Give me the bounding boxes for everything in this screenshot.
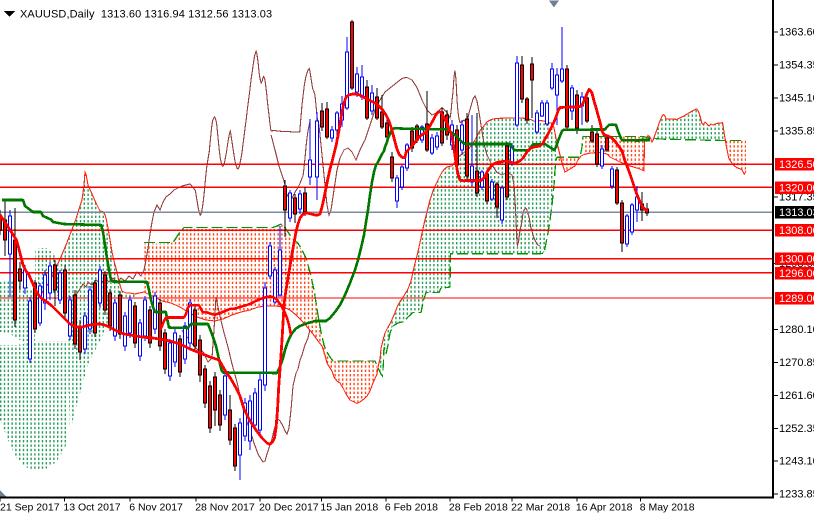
svg-text:28 Feb 2018: 28 Feb 2018 <box>449 502 508 514</box>
svg-text:1300.00: 1300.00 <box>779 254 814 266</box>
svg-text:1320.00: 1320.00 <box>779 182 814 194</box>
svg-text:6 Feb 2018: 6 Feb 2018 <box>385 502 438 514</box>
svg-text:21 Sep 2017: 21 Sep 2017 <box>0 502 60 514</box>
svg-text:1280.10: 1280.10 <box>779 324 814 336</box>
svg-text:13 Oct 2017: 13 Oct 2017 <box>63 502 120 514</box>
svg-text:XAUUSD,Daily 1313.60 1316.94: XAUUSD,Daily 1313.60 1316.94 1312.56 131… <box>20 9 272 21</box>
svg-text:20 Dec 2017: 20 Dec 2017 <box>259 502 319 514</box>
svg-text:8 May 2018: 8 May 2018 <box>640 502 695 514</box>
svg-text:1354.35: 1354.35 <box>779 60 814 72</box>
svg-text:1289.00: 1289.00 <box>779 293 814 305</box>
svg-text:1261.60: 1261.60 <box>779 390 814 402</box>
svg-text:6 Nov 2017: 6 Nov 2017 <box>129 502 183 514</box>
svg-text:1363.60: 1363.60 <box>779 27 814 39</box>
svg-text:1270.85: 1270.85 <box>779 357 814 369</box>
svg-text:1252.35: 1252.35 <box>779 423 814 435</box>
svg-text:1296.00: 1296.00 <box>779 268 814 280</box>
svg-text:15 Jan 2018: 15 Jan 2018 <box>320 502 378 514</box>
svg-text:1345.10: 1345.10 <box>779 93 814 105</box>
svg-text:1317.35: 1317.35 <box>779 191 814 203</box>
svg-text:16 Apr 2018: 16 Apr 2018 <box>576 502 633 514</box>
svg-text:1243.10: 1243.10 <box>779 456 814 468</box>
svg-text:1335.85: 1335.85 <box>779 125 814 137</box>
svg-text:1233.85: 1233.85 <box>779 489 814 501</box>
svg-text:22 Mar 2018: 22 Mar 2018 <box>511 502 570 514</box>
svg-text:1326.50: 1326.50 <box>779 159 814 171</box>
svg-text:1313.03: 1313.03 <box>779 207 814 219</box>
svg-text:1308.00: 1308.00 <box>779 225 814 237</box>
svg-text:28 Nov 2017: 28 Nov 2017 <box>195 502 255 514</box>
